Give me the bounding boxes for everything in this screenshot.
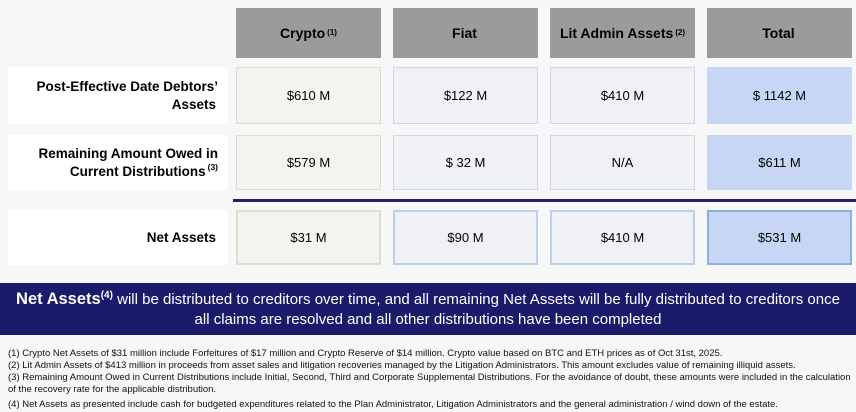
- cell-net-assets-crypto: $31 M: [236, 210, 381, 265]
- row-label-post-effective-assets: Post-Effective Date Debtors’ Assets: [8, 67, 228, 124]
- column-header-label: Total: [762, 24, 795, 41]
- row-label-remaining-owed: Remaining Amount Owed in Current Distrib…: [8, 135, 228, 190]
- column-header-fiat: Fiat: [393, 8, 538, 58]
- column-header-total: Total: [707, 8, 852, 58]
- banner-body: will be distributed to creditors over ti…: [112, 290, 840, 328]
- row-label-text: Net Assets: [146, 229, 216, 245]
- cell-post-effective-total: $ 1142 M: [707, 67, 852, 124]
- cell-remaining-fiat: $ 32 M: [393, 135, 538, 190]
- column-header-label: Crypto: [280, 24, 326, 41]
- cell-net-assets-lit-admin: $410 M: [550, 210, 695, 265]
- banner-text: Net Assets(4) will be distributed to cre…: [14, 288, 842, 331]
- footnote-1: (1) Crypto Net Assets of $31 million inc…: [8, 348, 723, 359]
- footnote-2: (2) Lit Admin Assets of $413 million in …: [8, 360, 796, 372]
- footnote-marker: (2): [675, 28, 686, 37]
- cell-post-effective-crypto: $610 M: [236, 67, 381, 124]
- footnote-4: (4) Net Assets as presented include cash…: [8, 399, 778, 411]
- net-assets-separator-line: [233, 199, 856, 202]
- footnote-3: (3) Remaining Amount Owed in Current Dis…: [8, 372, 851, 395]
- banner-lead: Net Assets: [16, 289, 101, 308]
- cell-net-assets-fiat: $90 M: [393, 210, 538, 265]
- cell-net-assets-total: $531 M: [707, 210, 852, 265]
- footnote-marker: (3): [207, 162, 218, 172]
- cell-post-effective-fiat: $122 M: [393, 67, 538, 124]
- cell-post-effective-lit-admin: $410 M: [550, 67, 695, 124]
- row-label-text: Remaining Amount Owed in Current Distrib…: [38, 145, 218, 179]
- net-assets-distribution-banner: Net Assets(4) will be distributed to cre…: [0, 283, 856, 335]
- column-header-label: Fiat: [452, 24, 477, 41]
- cell-remaining-lit-admin: N/A: [550, 135, 695, 190]
- footnote-marker: (1): [327, 28, 337, 37]
- column-header-crypto: Crypto (1): [236, 8, 381, 58]
- cell-remaining-crypto: $579 M: [236, 135, 381, 190]
- row-label-net-assets: Net Assets: [8, 210, 228, 265]
- footnote-marker: (4): [100, 289, 113, 301]
- column-header-label: Lit Admin Assets: [559, 24, 674, 41]
- row-label-text: Post-Effective Date Debtors’ Assets: [36, 78, 218, 112]
- cell-remaining-total: $611 M: [707, 135, 852, 190]
- footnotes: (1) Crypto Net Assets of $31 million inc…: [8, 348, 853, 411]
- column-header-lit-admin-assets: Lit Admin Assets (2): [550, 8, 695, 58]
